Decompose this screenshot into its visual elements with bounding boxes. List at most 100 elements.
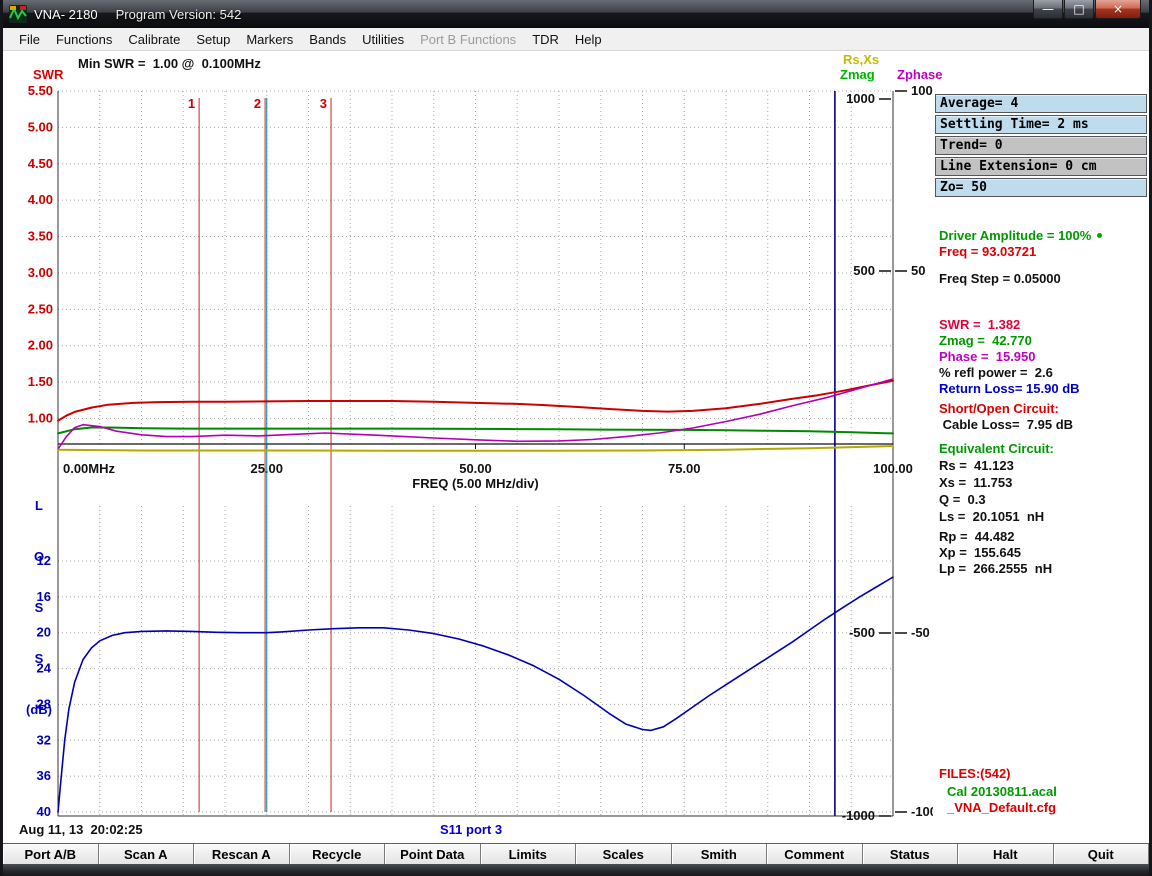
swr-tick-label: 4.00	[28, 192, 53, 207]
vna-app-icon	[9, 5, 27, 23]
zphase-tick-label: 50	[911, 263, 925, 278]
window-title: VNA- 2180	[34, 7, 98, 22]
recycle-button[interactable]: Recycle	[290, 844, 386, 864]
minimize-button[interactable]: —	[1033, 0, 1063, 19]
green-dot-indicator	[1097, 233, 1102, 238]
smith-button[interactable]: Smith	[672, 844, 768, 864]
swr-tick-label: 2.00	[28, 338, 53, 353]
menu-setup[interactable]: Setup	[188, 30, 238, 49]
trace-status: S11 port 3	[440, 822, 502, 837]
zphase-tick-label: -100	[911, 804, 933, 819]
refl-power-readout: % refl power = 2.6	[939, 365, 1053, 380]
xp-readout: Xp = 155.645	[939, 545, 1021, 560]
swr-readout: SWR = 1.382	[939, 317, 1020, 332]
setting-settling-time[interactable]: Settling Time= 2 ms	[935, 115, 1147, 134]
window-subtitle: Program Version: 542	[116, 7, 242, 22]
window-titlebar[interactable]: VNA- 2180 Program Version: 542 — □ ×	[3, 0, 1149, 28]
swr-tick-label: 1.50	[28, 374, 53, 389]
menu-file[interactable]: File	[11, 30, 48, 49]
setting-line-extension[interactable]: Line Extension= 0 cm	[935, 157, 1147, 176]
setting-trend[interactable]: Trend= 0	[935, 136, 1147, 155]
rescan-a-button[interactable]: Rescan A	[194, 844, 290, 864]
x-axis-title: FREQ (5.00 MHz/div)	[412, 476, 538, 491]
maximize-button[interactable]: □	[1064, 0, 1094, 19]
menu-tdr[interactable]: TDR	[524, 30, 567, 49]
rp-readout: Rp = 44.482	[939, 529, 1015, 544]
halt-button[interactable]: Halt	[958, 844, 1054, 864]
loss-tick-label: 36	[37, 768, 51, 783]
equivalent-circuit-title: Equivalent Circuit:	[939, 441, 1054, 456]
loss-axis-label: L O S S (dB)	[17, 463, 61, 752]
main-content: 5.50 5.00 4.50 4.00 3.50 3.00 2.50 2.00 1.50 1.00…	[3, 51, 1149, 863]
swr-tick-label: 1.00	[28, 411, 53, 426]
datetime-status: Aug 11, 13 20:02:25	[19, 822, 143, 837]
series-swr	[58, 381, 893, 421]
swr-tick-label: 2.50	[28, 301, 53, 316]
marker-label-2: 2	[254, 96, 261, 111]
scales-button[interactable]: Scales	[576, 844, 672, 864]
menu-calibrate[interactable]: Calibrate	[120, 30, 188, 49]
driver-amplitude-readout: Driver Amplitude = 100%	[939, 228, 1102, 243]
bottom-button-bar: Port A/B Scan A Rescan A Recycle Point D…	[3, 843, 1149, 864]
zmag-readout: Zmag = 42.770	[939, 333, 1032, 348]
ls-readout: Ls = 20.1051 nH	[939, 509, 1044, 524]
x-tick-label: 100.00	[873, 461, 913, 476]
limits-button[interactable]: Limits	[481, 844, 577, 864]
close-button[interactable]: ×	[1095, 0, 1141, 19]
files-title: FILES:(542)	[939, 766, 1011, 781]
comment-button[interactable]: Comment	[767, 844, 863, 864]
chart-area[interactable]: 5.50 5.00 4.50 4.00 3.50 3.00 2.50 2.00 1.50 1.00…	[3, 51, 933, 843]
setting-average[interactable]: Average= 4	[935, 94, 1147, 113]
zphase-tick-label: -50	[911, 625, 930, 640]
rsxs-tick-label: 500	[853, 263, 875, 278]
zphase-series-label: Zphase	[897, 67, 943, 82]
zphase-tick-label: 100	[911, 83, 933, 98]
xs-readout: Xs = 11.753	[939, 475, 1012, 490]
swr-axis-label: SWR	[33, 67, 63, 82]
return-loss-readout: Return Loss= 15.90 dB	[939, 381, 1080, 396]
window-controls: — □ ×	[1033, 0, 1141, 19]
q-readout: Q = 0.3	[939, 492, 986, 507]
phase-readout: Phase = 15.950	[939, 349, 1036, 364]
swr-tick-label: 3.50	[28, 229, 53, 244]
point-data-button[interactable]: Point Data	[385, 844, 481, 864]
menu-help[interactable]: Help	[567, 30, 610, 49]
x-tick-label: 50.00	[459, 461, 492, 476]
x-tick-label: 75.00	[668, 461, 701, 476]
menu-functions[interactable]: Functions	[48, 30, 120, 49]
short-open-title: Short/Open Circuit:	[939, 401, 1059, 416]
series-zphase	[58, 379, 893, 449]
window-bottom-frame	[3, 863, 1149, 876]
app-window: VNA- 2180 Program Version: 542 — □ × Fil…	[0, 0, 1152, 876]
menu-port-b-functions: Port B Functions	[412, 30, 524, 49]
swr-tick-label: 5.00	[28, 119, 53, 134]
marker-label-1: 1	[188, 96, 195, 111]
zmag-series-label: Zmag	[840, 67, 875, 82]
freq-step-readout: Freq Step = 0.05000	[939, 271, 1061, 286]
cal-file-name: Cal 20130811.acal	[947, 784, 1057, 799]
menu-bands[interactable]: Bands	[301, 30, 354, 49]
rsxs-tick-label: 1000	[846, 91, 875, 106]
lp-readout: Lp = 266.2555 nH	[939, 561, 1052, 576]
menu-markers[interactable]: Markers	[238, 30, 301, 49]
freq-readout: Freq = 93.03721	[939, 244, 1036, 259]
config-file-name: _VNA_Default.cfg	[947, 800, 1056, 815]
loss-tick-label: 40	[37, 804, 51, 819]
swr-tick-label: 3.00	[28, 265, 53, 280]
rsxs-tick-label: -1000	[842, 808, 875, 823]
menu-bar: File Functions Calibrate Setup Markers B…	[3, 28, 1149, 51]
swr-tick-label: 5.50	[28, 83, 53, 98]
port-ab-button[interactable]: Port A/B	[3, 844, 99, 864]
x-tick-label: 0.00MHz	[63, 461, 116, 476]
status-button[interactable]: Status	[863, 844, 959, 864]
swr-tick-label: 4.50	[28, 156, 53, 171]
menu-utilities[interactable]: Utilities	[354, 30, 412, 49]
setting-zo[interactable]: Zo= 50	[935, 178, 1147, 197]
rsxs-tick-label: -500	[849, 625, 875, 640]
quit-button[interactable]: Quit	[1054, 844, 1150, 864]
rs-readout: Rs = 41.123	[939, 458, 1014, 473]
series-zmag	[58, 428, 893, 434]
scan-a-button[interactable]: Scan A	[99, 844, 195, 864]
marker-label-3: 3	[320, 96, 327, 111]
rsxs-series-label: Rs,Xs	[843, 52, 879, 67]
